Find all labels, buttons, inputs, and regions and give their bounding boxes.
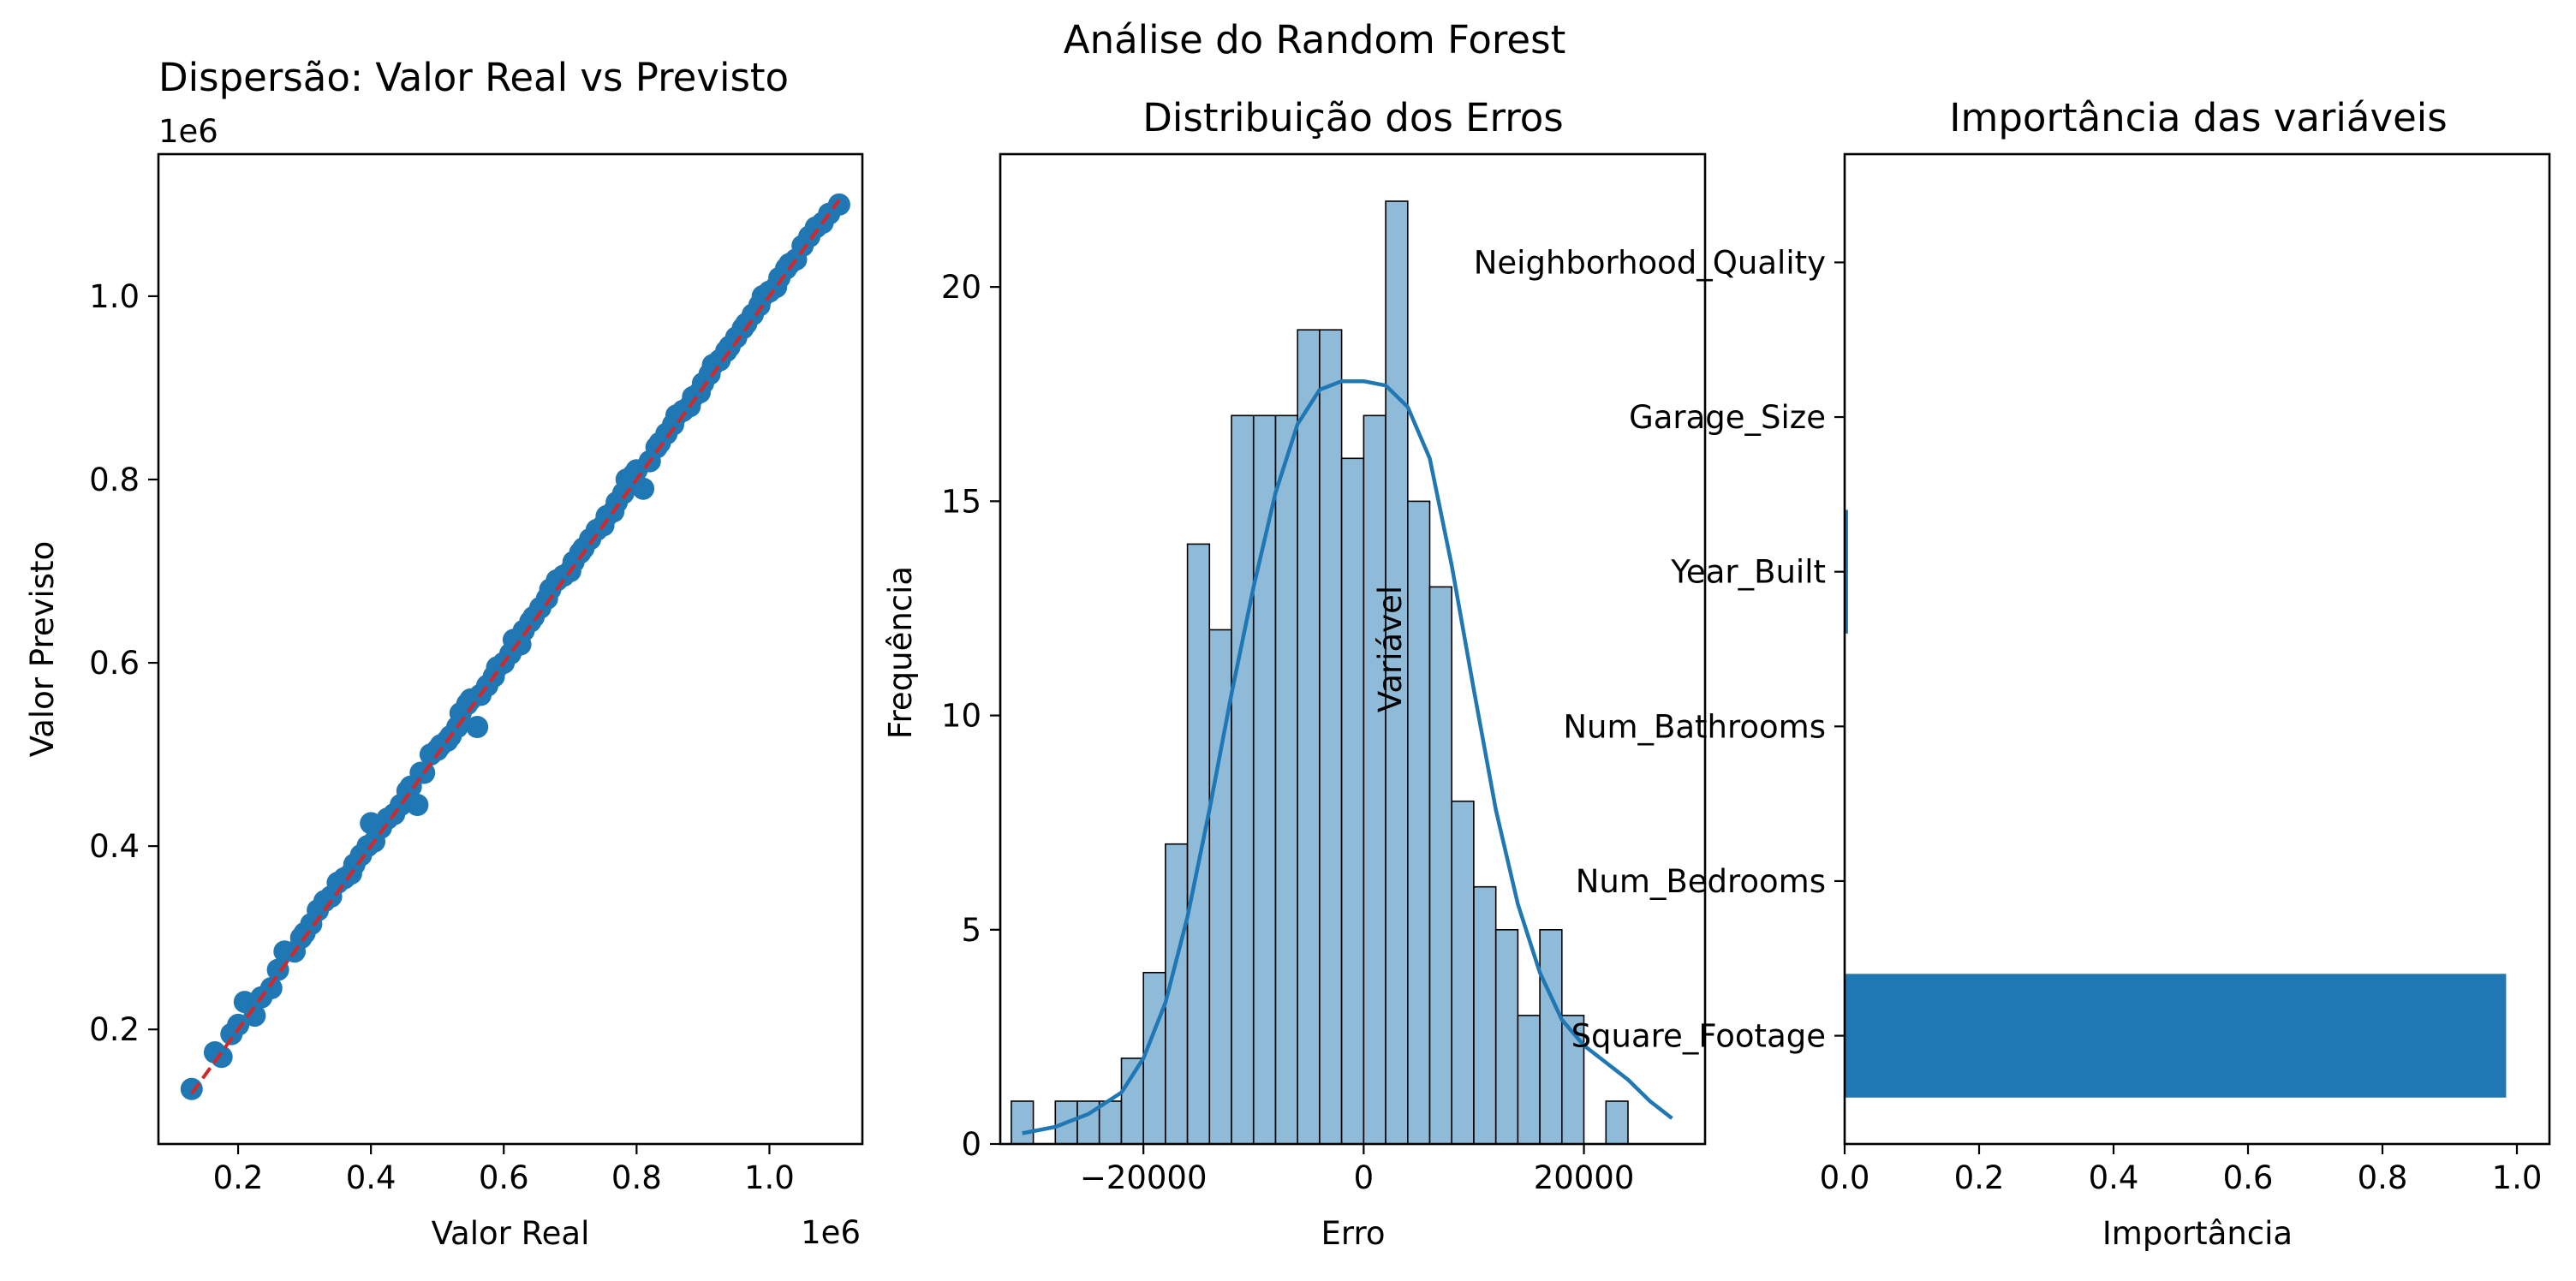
histogram-bar — [1494, 929, 1519, 1145]
x-tick-label: 1.0 — [744, 1159, 795, 1196]
histogram-x-label: Erro — [1321, 1215, 1386, 1252]
histogram-bar — [1517, 1015, 1541, 1145]
histogram-bar — [1274, 414, 1299, 1145]
histogram-y-label: Frequência — [882, 566, 919, 739]
identity-line — [190, 199, 841, 1095]
histogram-bar — [1120, 1058, 1145, 1145]
histogram-bar — [1340, 457, 1365, 1145]
x-tick-label: 0 — [1354, 1159, 1374, 1196]
x-tick-label: 20000 — [1534, 1159, 1635, 1196]
histogram-bar — [1186, 543, 1211, 1145]
importance-x-label: Importância — [2102, 1215, 2293, 1252]
category-label: Num_Bedrooms — [1576, 863, 1826, 900]
histogram-bar — [1297, 329, 1321, 1145]
kde-curve — [1022, 378, 1673, 1135]
x-tick-label: 0.4 — [2089, 1159, 2139, 1196]
figure-suptitle: Análise do Random Forest — [1064, 17, 1565, 63]
y-tick-label: 0.6 — [89, 645, 140, 682]
histogram-title: Distribuição dos Erros — [1142, 95, 1563, 140]
category-label: Square_Footage — [1571, 1018, 1826, 1055]
histogram-bar — [1561, 1015, 1585, 1145]
scatter-axes-frame — [157, 152, 864, 1146]
x-tick-label: 0.6 — [2223, 1159, 2274, 1196]
histogram-bar — [1319, 329, 1343, 1145]
histogram-axes-frame — [999, 152, 1707, 1146]
x-tick-label: 0.6 — [479, 1159, 529, 1196]
histogram-bar — [1473, 885, 1497, 1145]
scatter-y-label: Valor Previsto — [24, 541, 61, 757]
category-label: Num_Bathrooms — [1563, 708, 1826, 745]
y-tick-label: 5 — [961, 912, 981, 949]
category-label: Year_Built — [1670, 554, 1826, 591]
histogram-bar — [1253, 414, 1277, 1145]
scatter-point — [632, 477, 655, 500]
histogram-bar — [1605, 1100, 1629, 1145]
y-tick-label: 10 — [941, 698, 981, 735]
histogram-bar — [1539, 929, 1563, 1145]
category-label: Garage_Size — [1629, 399, 1826, 436]
y-tick-label: 0.8 — [89, 462, 140, 498]
scatter-title: Dispersão: Valor Real vs Previsto — [158, 55, 789, 100]
histogram-bar — [1098, 1100, 1123, 1145]
y-tick-label: 20 — [941, 269, 981, 306]
histogram-y-ticks: 0 5 10 15 20 — [941, 269, 1000, 1163]
histogram-x-ticks: −20000 0 20000 — [1080, 1144, 1635, 1196]
x-tick-label: −20000 — [1080, 1159, 1208, 1196]
histogram-bar — [1011, 1100, 1035, 1145]
importance-title: Importância das variáveis — [1949, 95, 2448, 140]
scatter-point — [210, 1046, 233, 1069]
y-tick-label: 0.4 — [89, 828, 140, 865]
scatter-point — [827, 193, 850, 216]
scatter-marks — [180, 193, 850, 1100]
importance-marks — [1845, 509, 2507, 1098]
importance-y-ticks: Square_Footage Num_Bedrooms Num_Bathrooms Y… — [1474, 244, 1845, 1055]
x-tick-label: 0.4 — [346, 1159, 397, 1196]
scatter-y-ticks: 0.2 0.4 0.6 0.8 1.0 — [89, 278, 158, 1048]
histogram-bar — [1363, 414, 1386, 1145]
scatter-point — [406, 794, 429, 816]
x-tick-label: 0.8 — [2358, 1159, 2408, 1196]
y-tick-label: 15 — [941, 483, 981, 520]
x-tick-label: 1.0 — [2492, 1159, 2543, 1196]
scatter-x-offset-text: 1e6 — [801, 1214, 861, 1251]
histogram-bar — [1428, 586, 1453, 1145]
importance-x-ticks: 0.0 0.2 0.4 0.6 0.8 1.0 — [1820, 1144, 2543, 1196]
histogram-panel: Distribuição dos Erros −20000 0 20000 0 5 10… — [882, 95, 1707, 1252]
scatter-y-offset-text: 1e6 — [158, 113, 218, 150]
importance-panel: Importância das variáveis 0.0 0.2 0.4 0.6 0.… — [1474, 95, 2551, 1252]
importance-bar — [1845, 509, 1848, 634]
scatter-point — [243, 1004, 266, 1028]
histogram-bar — [1231, 414, 1255, 1145]
x-tick-label: 0.2 — [1954, 1159, 2005, 1196]
importance-bar — [1845, 974, 2507, 1098]
scatter-x-ticks: 0.2 0.4 0.6 0.8 1.0 — [213, 1144, 795, 1196]
importance-axes-frame — [1843, 152, 2551, 1146]
histogram-bar — [1142, 972, 1166, 1145]
y-tick-label: 0.2 — [89, 1011, 140, 1048]
histogram-bar — [1385, 200, 1409, 1145]
x-tick-label: 0.2 — [213, 1159, 264, 1196]
importance-y-label: Variável — [1372, 586, 1409, 712]
histogram-bar — [1407, 500, 1431, 1145]
y-tick-label: 0 — [961, 1126, 981, 1163]
histogram-marks — [1011, 200, 1673, 1145]
x-tick-label: 0.0 — [1820, 1159, 1870, 1196]
y-tick-label: 1.0 — [89, 278, 140, 315]
scatter-x-label: Valor Real — [432, 1215, 590, 1252]
scatter-point — [227, 1013, 250, 1036]
histogram-bar — [1451, 800, 1475, 1145]
x-tick-label: 0.8 — [611, 1159, 662, 1196]
scatter-point — [466, 716, 489, 738]
category-label: Neighborhood_Quality — [1474, 244, 1826, 281]
scatter-panel: Dispersão: Valor Real vs Previsto 0.2 0.4… — [24, 55, 864, 1252]
scatter-point — [180, 1077, 203, 1100]
